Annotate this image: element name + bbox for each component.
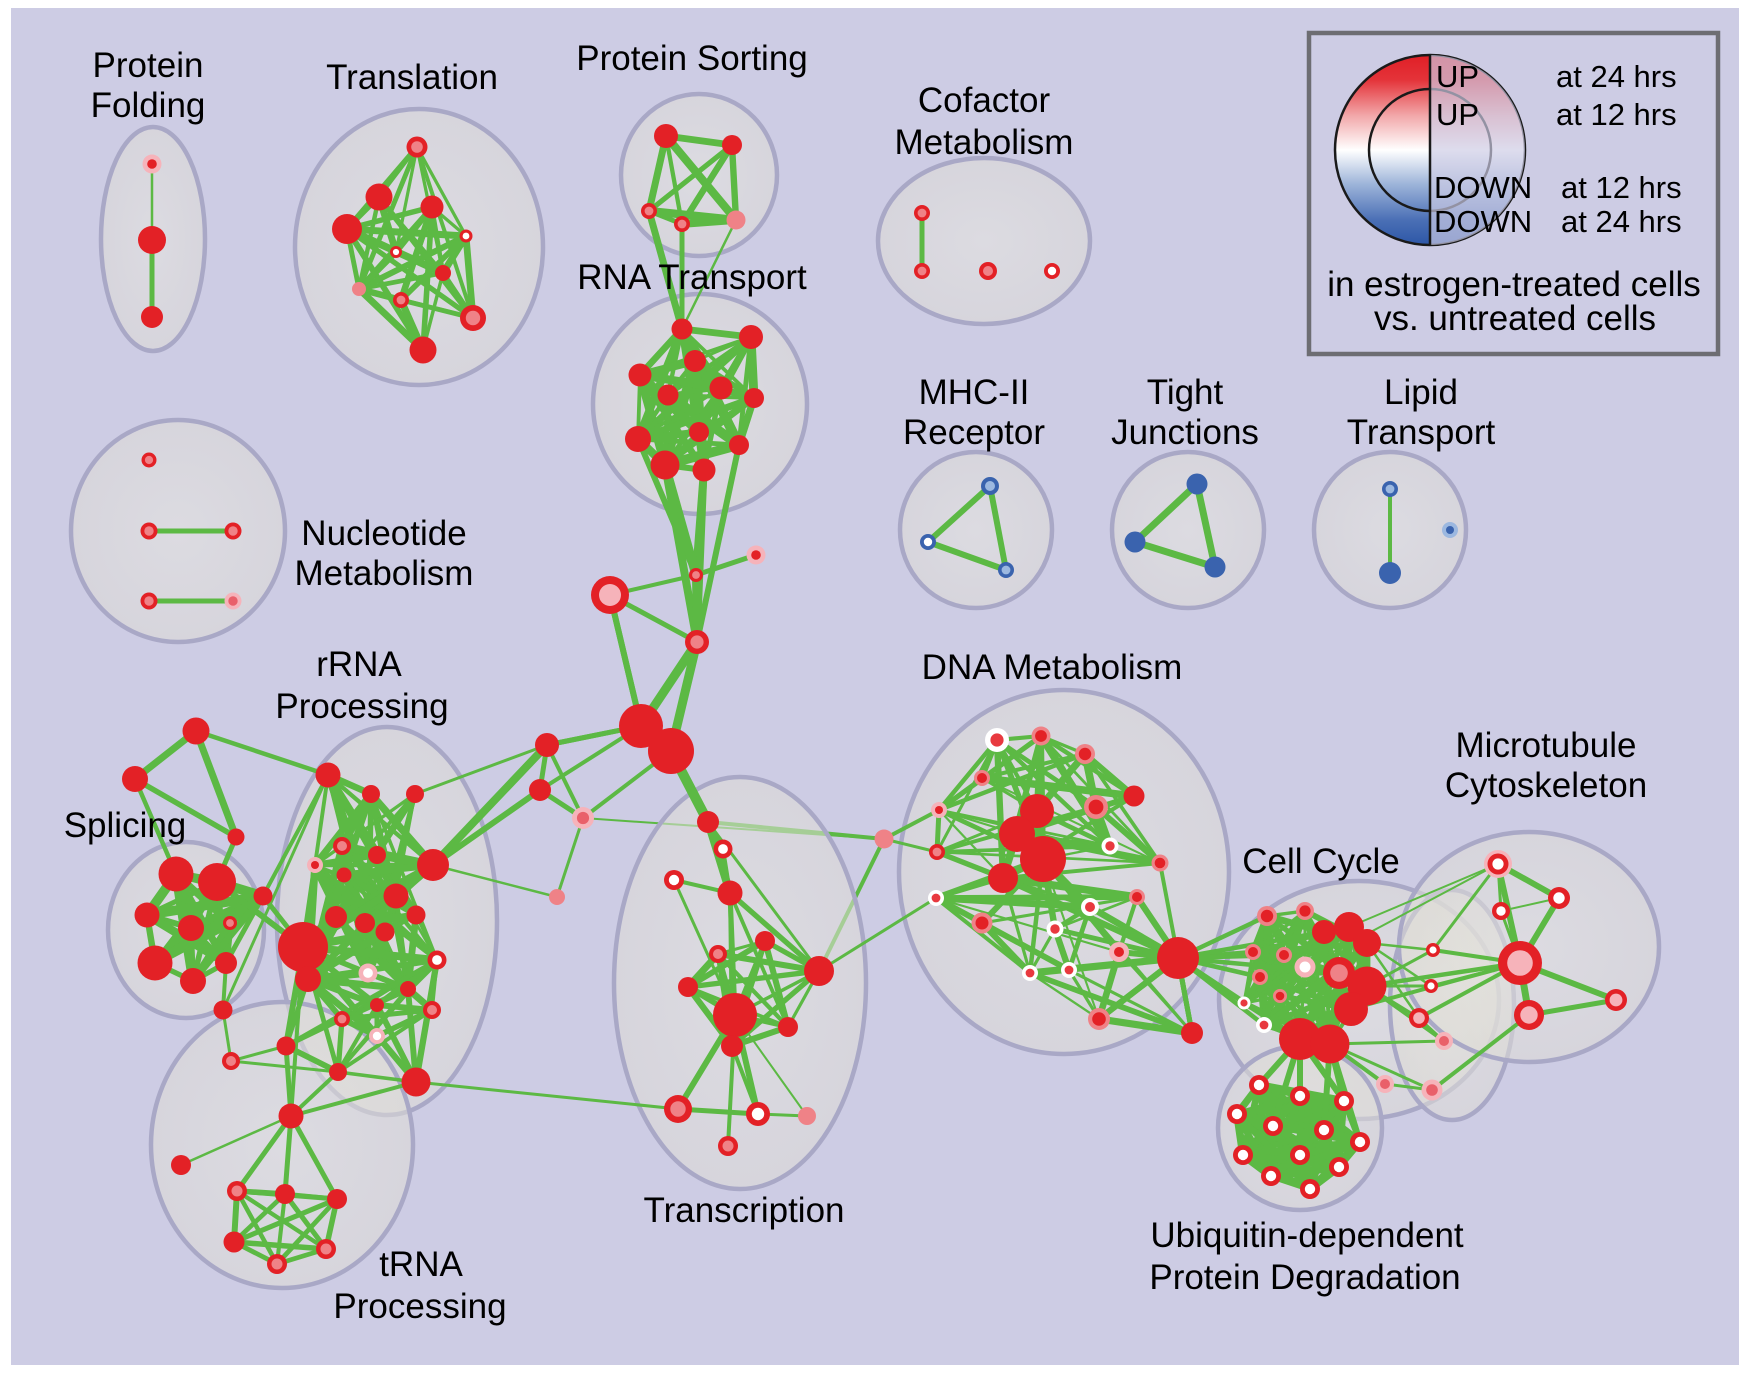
svg-text:Transport: Transport xyxy=(1347,413,1496,452)
svg-text:RNA Transport: RNA Transport xyxy=(577,258,807,297)
svg-text:DNA Metabolism: DNA Metabolism xyxy=(922,648,1183,687)
svg-text:vs. untreated cells: vs. untreated cells xyxy=(1374,299,1656,338)
svg-text:UP: UP xyxy=(1436,59,1479,94)
svg-text:Folding: Folding xyxy=(91,86,206,125)
svg-text:in estrogen-treated cells: in estrogen-treated cells xyxy=(1327,265,1701,304)
svg-text:Translation: Translation xyxy=(326,58,498,97)
svg-text:UP: UP xyxy=(1436,97,1479,132)
svg-text:Protein Sorting: Protein Sorting xyxy=(576,39,808,78)
svg-text:Transcription: Transcription xyxy=(644,1191,845,1230)
svg-text:Metabolism: Metabolism xyxy=(895,123,1074,162)
svg-text:Cytoskeleton: Cytoskeleton xyxy=(1445,766,1647,805)
svg-text:Cofactor: Cofactor xyxy=(918,81,1051,120)
svg-text:at 24 hrs: at 24 hrs xyxy=(1561,204,1682,239)
svg-text:at 12 hrs: at 12 hrs xyxy=(1561,170,1682,205)
svg-text:Ubiquitin-dependent: Ubiquitin-dependent xyxy=(1150,1216,1464,1255)
svg-text:tRNA: tRNA xyxy=(379,1245,463,1284)
svg-text:Lipid: Lipid xyxy=(1384,373,1458,412)
svg-text:Metabolism: Metabolism xyxy=(295,554,474,593)
svg-text:DOWN: DOWN xyxy=(1434,204,1532,239)
svg-text:MHC-II: MHC-II xyxy=(919,373,1030,412)
svg-text:Protein Degradation: Protein Degradation xyxy=(1149,1258,1460,1297)
svg-text:Splicing: Splicing xyxy=(64,806,187,845)
svg-text:Protein: Protein xyxy=(93,46,204,85)
svg-text:Tight: Tight xyxy=(1147,373,1224,412)
svg-text:Nucleotide: Nucleotide xyxy=(301,514,466,553)
svg-text:at 24 hrs: at 24 hrs xyxy=(1556,59,1677,94)
svg-text:Processing: Processing xyxy=(275,687,448,726)
svg-text:Processing: Processing xyxy=(333,1287,506,1326)
svg-text:at 12 hrs: at 12 hrs xyxy=(1556,97,1677,132)
svg-text:DOWN: DOWN xyxy=(1434,170,1532,205)
svg-text:Microtubule: Microtubule xyxy=(1456,726,1637,765)
svg-text:Receptor: Receptor xyxy=(903,413,1045,452)
svg-text:Junctions: Junctions xyxy=(1111,413,1259,452)
svg-text:rRNA: rRNA xyxy=(316,645,402,684)
svg-text:Cell Cycle: Cell Cycle xyxy=(1242,842,1400,881)
